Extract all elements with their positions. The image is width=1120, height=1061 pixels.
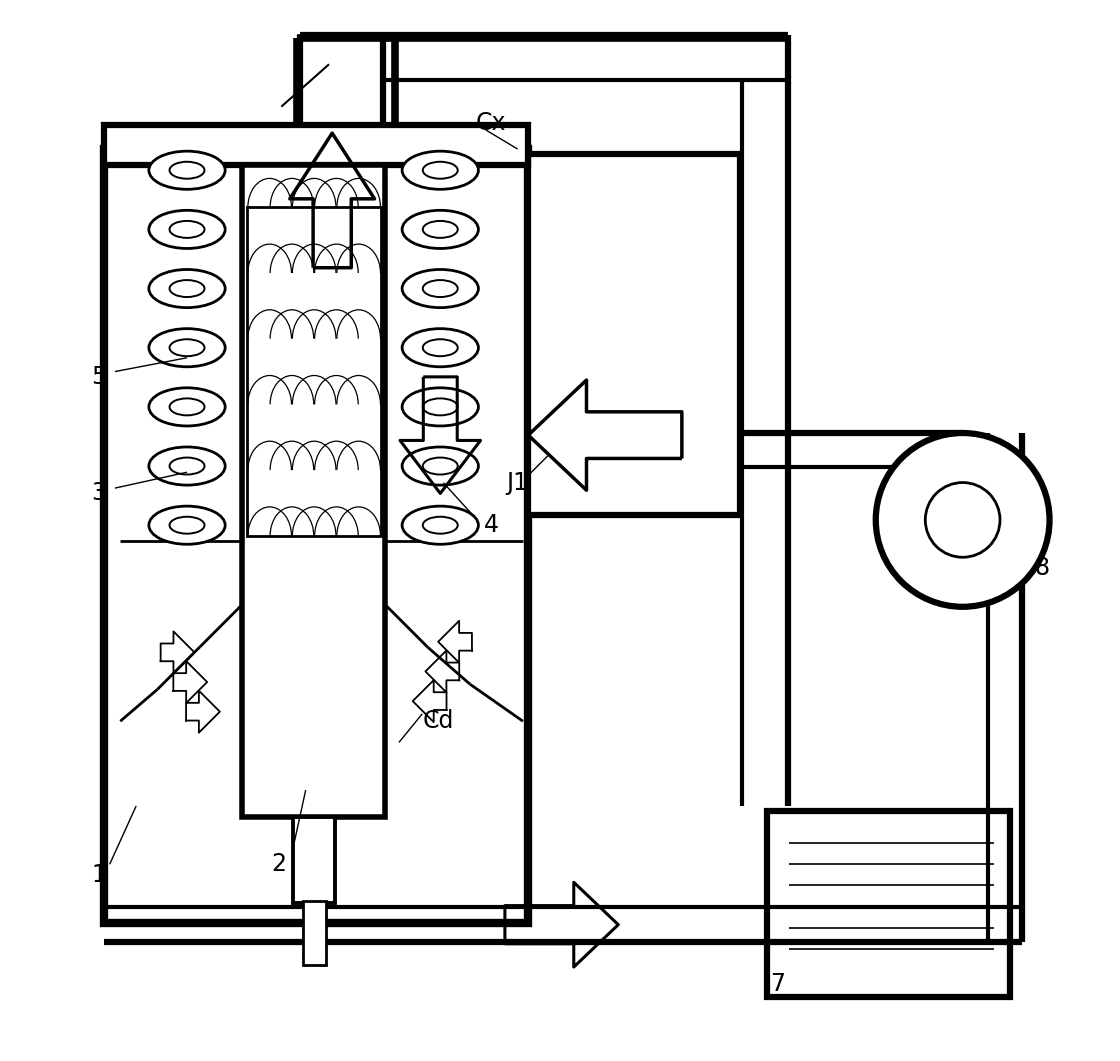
Ellipse shape <box>422 221 458 238</box>
Ellipse shape <box>169 161 205 178</box>
Circle shape <box>876 433 1049 607</box>
Text: Cx: Cx <box>476 110 506 135</box>
Bar <box>248 207 381 536</box>
Ellipse shape <box>169 340 205 356</box>
Ellipse shape <box>149 151 225 189</box>
Ellipse shape <box>402 388 478 425</box>
Bar <box>302 902 326 964</box>
Ellipse shape <box>169 517 205 534</box>
Bar <box>104 125 529 164</box>
Ellipse shape <box>402 506 478 544</box>
Ellipse shape <box>149 210 225 248</box>
Text: 2: 2 <box>272 852 287 876</box>
Bar <box>293 817 335 904</box>
Bar <box>766 812 1010 996</box>
Ellipse shape <box>422 398 458 415</box>
Text: 3: 3 <box>92 482 106 505</box>
Bar <box>529 154 740 515</box>
Ellipse shape <box>422 517 458 534</box>
Ellipse shape <box>169 457 205 474</box>
Text: 7: 7 <box>769 972 785 996</box>
Ellipse shape <box>422 161 458 178</box>
Ellipse shape <box>149 269 225 308</box>
Circle shape <box>925 483 1000 557</box>
Ellipse shape <box>149 506 225 544</box>
Ellipse shape <box>402 210 478 248</box>
Ellipse shape <box>169 221 205 238</box>
Ellipse shape <box>149 447 225 485</box>
Text: 4: 4 <box>484 514 498 537</box>
Ellipse shape <box>422 280 458 297</box>
Text: J1: J1 <box>506 471 529 494</box>
Ellipse shape <box>402 151 478 189</box>
Ellipse shape <box>149 329 225 367</box>
Text: 8: 8 <box>1035 556 1049 579</box>
Bar <box>242 164 385 817</box>
Bar <box>104 149 529 923</box>
Ellipse shape <box>422 340 458 356</box>
Text: 1: 1 <box>92 863 106 887</box>
Text: Cd: Cd <box>422 709 454 733</box>
Ellipse shape <box>402 447 478 485</box>
Ellipse shape <box>402 329 478 367</box>
Ellipse shape <box>169 280 205 297</box>
Ellipse shape <box>149 388 225 425</box>
Text: 5: 5 <box>92 365 106 388</box>
Ellipse shape <box>422 457 458 474</box>
Ellipse shape <box>169 398 205 415</box>
Ellipse shape <box>402 269 478 308</box>
